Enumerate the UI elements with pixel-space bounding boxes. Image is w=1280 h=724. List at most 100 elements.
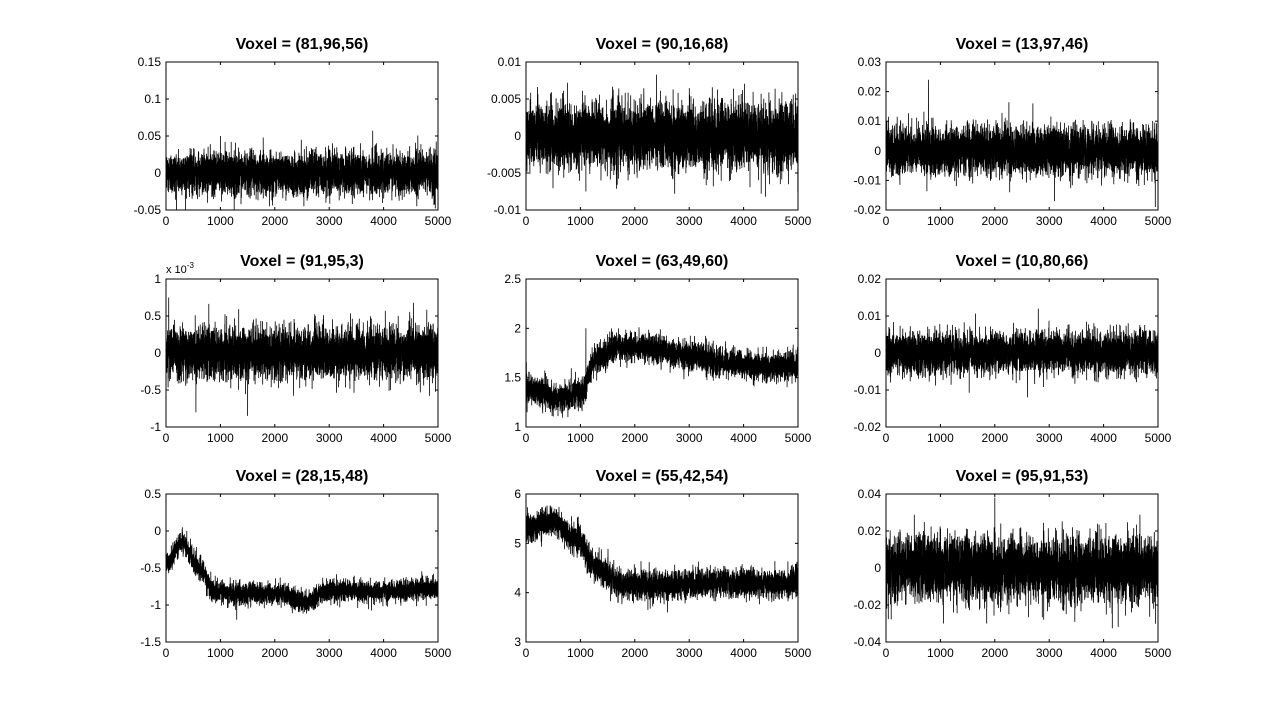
- x-tick-label: 4000: [1090, 646, 1117, 660]
- subplot-title: Voxel = (63,49,60): [596, 253, 729, 270]
- y-tick-label: 0.05: [138, 129, 162, 143]
- x-tick-label: 1000: [207, 646, 234, 660]
- x-tick-label: 1000: [567, 431, 594, 445]
- y-tick-label: -0.05: [134, 203, 162, 217]
- series-line: [886, 79, 1158, 208]
- x-tick-label: 3000: [676, 214, 703, 228]
- subplot-title: Voxel = (28,15,48): [236, 468, 369, 485]
- x-tick-label: 3000: [676, 646, 703, 660]
- subplot-title: Voxel = (55,42,54): [596, 468, 729, 485]
- y-tick-label: -0.01: [854, 173, 882, 187]
- y-tick-label: 0.03: [858, 55, 882, 69]
- y-tick-label: 0.02: [858, 85, 882, 99]
- x-tick-label: 1000: [207, 214, 234, 228]
- subplot: Voxel = (10,80,66) 0 1000 2000 3000 4000 5000 -…: [854, 253, 1172, 445]
- y-tick-label: 0.01: [498, 55, 522, 69]
- axes-box: [165, 493, 439, 643]
- x-tick-label: 5000: [785, 431, 812, 445]
- x-tick-label: 4000: [370, 214, 397, 228]
- y-tick-label: 0: [154, 166, 161, 180]
- x-tick-label: 1000: [927, 214, 954, 228]
- x-tick-label: 5000: [425, 646, 452, 660]
- subplot-title: Voxel = (10,80,66): [956, 253, 1089, 270]
- y-tick-label: -0.04: [854, 635, 882, 649]
- subplot-title: Voxel = (90,16,68): [596, 36, 729, 53]
- y-exponent-label: x 10-3: [166, 261, 194, 276]
- x-tick-label: 0: [163, 431, 170, 445]
- series-line: [526, 74, 798, 197]
- y-tick-label: 0: [154, 524, 161, 538]
- y-tick-label: -0.01: [854, 383, 882, 397]
- y-tick-label: 0: [154, 346, 161, 360]
- x-tick-label: 0: [523, 431, 530, 445]
- x-tick-label: 2000: [981, 214, 1008, 228]
- x-tick-label: 5000: [785, 646, 812, 660]
- x-tick-label: 5000: [1145, 214, 1172, 228]
- y-tick-label: 4: [514, 586, 521, 600]
- y-tick-label: 2: [514, 321, 521, 335]
- x-tick-label: 3000: [1036, 646, 1063, 660]
- x-tick-label: 2000: [261, 214, 288, 228]
- x-tick-label: 4000: [730, 431, 757, 445]
- y-tick-label: -0.02: [854, 203, 882, 217]
- series-line: [526, 505, 798, 613]
- x-tick-label: 3000: [316, 431, 343, 445]
- y-tick-label: 0.5: [144, 309, 161, 323]
- x-tick-label: 3000: [316, 214, 343, 228]
- y-tick-label: 1: [154, 272, 161, 286]
- x-tick-label: 2000: [261, 431, 288, 445]
- x-tick-label: 0: [523, 214, 530, 228]
- y-tick-label: -1: [150, 420, 161, 434]
- subplot: Voxel = (90,16,68) 0 1000 2000 3000 4000 5000 -…: [487, 36, 812, 228]
- y-tick-label: 0.02: [858, 272, 882, 286]
- x-tick-label: 3000: [316, 646, 343, 660]
- y-tick-label: 5: [514, 536, 521, 550]
- y-tick-label: 1.5: [504, 371, 521, 385]
- x-tick-label: 4000: [1090, 431, 1117, 445]
- x-tick-label: 4000: [1090, 214, 1117, 228]
- y-tick-label: 0.15: [138, 55, 162, 69]
- y-tick-label: 0: [874, 144, 881, 158]
- subplot: Voxel = (81,96,56) 0 1000 2000 3000 4000 5000 -…: [134, 36, 452, 228]
- y-tick-label: 0.1: [144, 92, 161, 106]
- y-tick-label: 0.01: [858, 114, 882, 128]
- y-tick-label: 0.5: [144, 487, 161, 501]
- y-tick-label: 1: [514, 420, 521, 434]
- series-line: [886, 308, 1158, 398]
- axes-box: [525, 493, 799, 643]
- series-line: [166, 527, 438, 620]
- y-tick-label: 2.5: [504, 272, 521, 286]
- x-tick-label: 2000: [621, 646, 648, 660]
- series-line: [166, 297, 438, 416]
- y-tick-label: 6: [514, 487, 521, 501]
- x-tick-label: 5000: [425, 431, 452, 445]
- series-line: [166, 130, 438, 210]
- y-tick-label: -0.005: [487, 166, 521, 180]
- x-tick-label: 0: [163, 214, 170, 228]
- series-line: [886, 497, 1158, 629]
- x-tick-label: 4000: [370, 646, 397, 660]
- x-tick-label: 5000: [425, 214, 452, 228]
- y-tick-label: 3: [514, 635, 521, 649]
- x-tick-label: 2000: [621, 431, 648, 445]
- subplot-title: Voxel = (95,91,53): [956, 468, 1089, 485]
- series-line: [526, 327, 798, 418]
- x-tick-label: 0: [523, 646, 530, 660]
- x-tick-label: 1000: [567, 214, 594, 228]
- y-tick-label: -0.02: [854, 598, 882, 612]
- x-tick-label: 4000: [730, 646, 757, 660]
- y-tick-label: -1: [150, 598, 161, 612]
- y-tick-label: 0.04: [858, 487, 882, 501]
- y-tick-label: -0.01: [494, 203, 522, 217]
- x-tick-label: 0: [163, 646, 170, 660]
- y-tick-label: -1.5: [140, 635, 161, 649]
- x-tick-label: 3000: [1036, 431, 1063, 445]
- y-tick-label: 0: [874, 561, 881, 575]
- subplot: Voxel = (28,15,48) 0 1000 2000 3000 4000 5000 -…: [140, 468, 451, 660]
- x-tick-label: 1000: [567, 646, 594, 660]
- subplot-title: Voxel = (81,96,56): [236, 36, 369, 53]
- x-tick-label: 2000: [621, 214, 648, 228]
- axes-box: [525, 278, 799, 428]
- y-tick-label: 0.01: [858, 309, 882, 323]
